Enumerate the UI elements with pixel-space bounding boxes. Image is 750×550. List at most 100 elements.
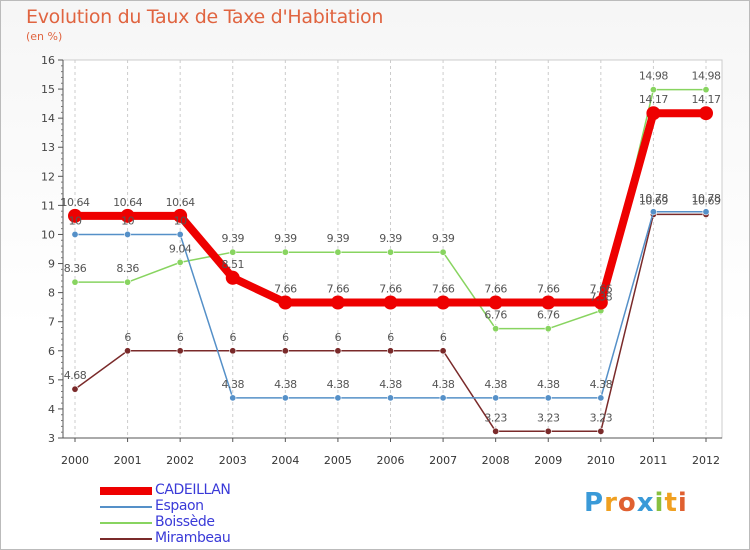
data-label: 10.78 — [639, 192, 668, 205]
data-label: 4.38 — [432, 378, 455, 391]
data-point — [544, 427, 552, 435]
logo-letter: x — [636, 488, 655, 518]
x-tick-label: 2008 — [482, 454, 510, 467]
data-label: 3.23 — [484, 411, 507, 424]
data-point — [334, 248, 342, 256]
data-point — [492, 325, 500, 333]
legend-swatch-espaon — [100, 506, 152, 508]
data-point — [649, 208, 657, 216]
data-point — [492, 394, 500, 402]
y-tick-label: 6 — [48, 345, 55, 358]
data-label: 6 — [230, 331, 237, 344]
data-point — [544, 325, 552, 333]
data-label: 4.38 — [590, 378, 613, 391]
data-label: 6.76 — [537, 309, 560, 322]
data-point — [229, 394, 237, 402]
x-tick-label: 2010 — [587, 454, 615, 467]
data-point — [281, 347, 289, 355]
data-label: 8.36 — [64, 262, 87, 275]
y-tick-label: 9 — [48, 258, 55, 271]
data-point — [334, 347, 342, 355]
data-point — [176, 347, 184, 355]
data-point — [334, 394, 342, 402]
data-point — [386, 347, 394, 355]
data-point — [492, 427, 500, 435]
x-tick-label: 2006 — [377, 454, 405, 467]
data-label: 14.17 — [692, 93, 721, 106]
data-point — [71, 230, 79, 238]
x-tick-label: 2000 — [61, 454, 89, 467]
data-point — [702, 208, 710, 216]
data-point — [439, 248, 447, 256]
data-label: 6 — [282, 331, 289, 344]
data-label: 8.51 — [222, 258, 245, 271]
x-tick-label: 2002 — [166, 454, 194, 467]
data-point — [229, 248, 237, 256]
data-label: 6 — [177, 331, 184, 344]
logo-letter: r — [604, 488, 618, 518]
data-point — [173, 208, 188, 223]
proxiti-logo: Proxiti — [584, 488, 688, 518]
data-label: 4.38 — [537, 378, 560, 391]
data-point — [646, 106, 661, 121]
data-label: 9.39 — [274, 232, 297, 245]
data-point — [281, 248, 289, 256]
data-point — [330, 295, 345, 310]
data-label: 7.66 — [432, 283, 455, 296]
data-label: 10 — [174, 214, 187, 227]
data-label: 7.66 — [274, 283, 297, 296]
chart-subtitle: (en %) — [26, 30, 63, 43]
data-label: 10.69 — [639, 194, 668, 207]
data-point — [71, 385, 79, 393]
x-tick-label: 2012 — [692, 454, 720, 467]
data-label: 14.17 — [639, 93, 668, 106]
data-point — [386, 248, 394, 256]
data-label: 6 — [124, 331, 131, 344]
y-tick-label: 3 — [48, 432, 55, 445]
data-label: 10.64 — [166, 196, 195, 209]
data-label: 10.64 — [61, 196, 90, 209]
data-label: 4.38 — [327, 378, 350, 391]
data-point — [439, 347, 447, 355]
data-point — [176, 258, 184, 266]
y-tick-label: 16 — [41, 54, 55, 67]
legend-label-mirambeau: Mirambeau — [155, 530, 231, 546]
data-label: 7.66 — [590, 283, 613, 296]
legend-swatch-cadeillan — [100, 487, 152, 495]
data-label: 6 — [335, 331, 342, 344]
x-tick-label: 2011 — [639, 454, 667, 467]
data-point — [229, 347, 237, 355]
data-label: 7.66 — [537, 283, 560, 296]
data-label: 10 — [69, 214, 82, 227]
data-label: 4.38 — [379, 378, 402, 391]
x-tick-label: 2003 — [219, 454, 247, 467]
data-label: 4.68 — [64, 369, 87, 382]
y-tick-label: 12 — [41, 170, 55, 183]
data-label: 3.23 — [590, 411, 613, 424]
data-label: 10.69 — [692, 194, 721, 207]
legend-label-cadeillan: CADEILLAN — [155, 482, 231, 498]
data-label: 4.38 — [484, 378, 507, 391]
y-tick-label: 11 — [41, 199, 55, 212]
data-label: 14.98 — [692, 70, 721, 83]
data-label: 9.39 — [222, 232, 245, 245]
x-tick-label: 2001 — [114, 454, 142, 467]
data-point — [488, 295, 503, 310]
data-point — [71, 278, 79, 286]
data-label: 7.66 — [327, 283, 350, 296]
y-tick-label: 4 — [48, 403, 55, 416]
data-point — [544, 394, 552, 402]
data-point — [386, 394, 394, 402]
data-point — [439, 394, 447, 402]
x-tick-label: 2007 — [429, 454, 457, 467]
y-tick-label: 10 — [41, 228, 55, 241]
legend-label-espaon: Espaon — [155, 498, 204, 514]
data-point — [281, 394, 289, 402]
data-point — [124, 230, 132, 238]
x-tick-label: 2009 — [534, 454, 562, 467]
x-tick-label: 2005 — [324, 454, 352, 467]
data-point — [383, 295, 398, 310]
data-point — [124, 278, 132, 286]
data-label: 7.66 — [484, 283, 507, 296]
